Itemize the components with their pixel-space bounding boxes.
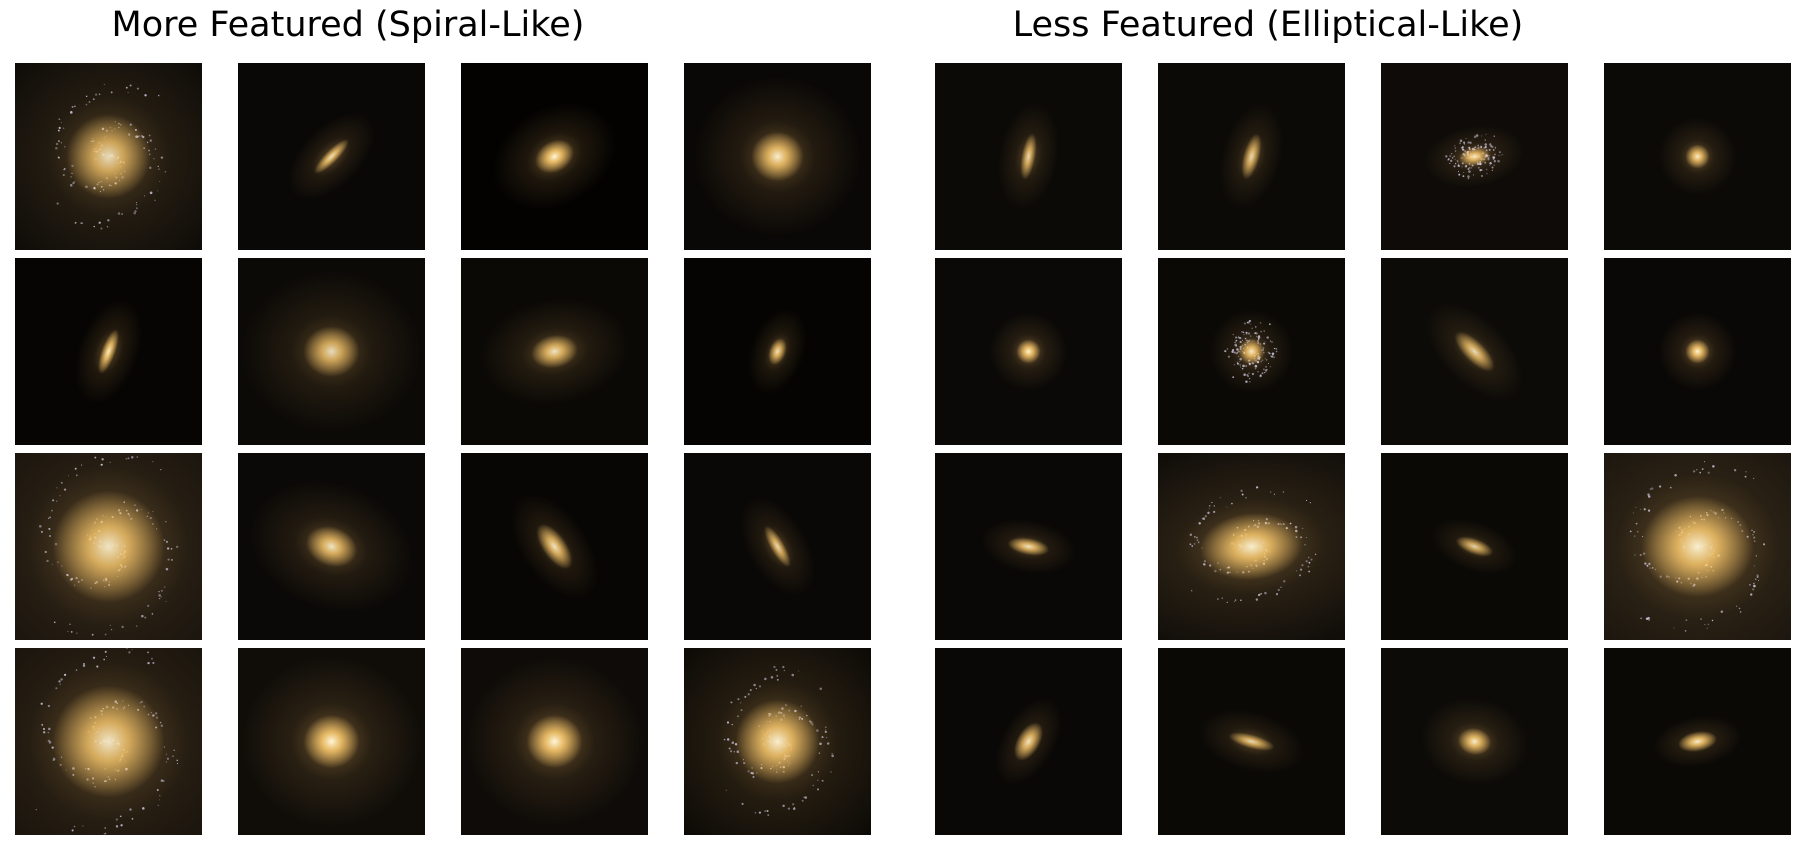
panel-title-less-featured: Less Featured (Elliptical-Like)	[1012, 5, 1524, 45]
galaxy-core	[751, 131, 804, 182]
galaxy-thumbnail	[461, 453, 648, 640]
galaxy-thumbnail	[1158, 453, 1345, 640]
galaxy-core	[1641, 496, 1754, 597]
galaxy-core	[1458, 146, 1491, 167]
galaxy-core	[52, 490, 165, 603]
galaxy-grid-less-featured	[935, 63, 1792, 835]
galaxy-thumbnail	[935, 453, 1122, 640]
galaxy-thumbnail	[1158, 648, 1345, 835]
galaxy-core	[1014, 722, 1043, 761]
galaxy-thumbnail	[684, 453, 871, 640]
galaxy-thumbnail	[1158, 258, 1345, 445]
galaxy-core	[1228, 732, 1275, 751]
galaxy-core	[768, 338, 787, 365]
galaxy-core	[764, 525, 791, 568]
galaxy-thumbnail	[1381, 648, 1568, 835]
galaxy-thumbnail	[15, 258, 202, 445]
galaxy-core	[535, 139, 574, 174]
galaxy-core	[735, 699, 820, 784]
galaxy-thumbnail	[1381, 453, 1568, 640]
galaxy-thumbnail	[1381, 63, 1568, 250]
galaxy-thumbnail	[238, 63, 425, 250]
galaxy-core	[52, 685, 165, 798]
galaxy-core	[1685, 339, 1710, 364]
galaxy-grid-more-featured	[15, 63, 872, 835]
galaxy-thumbnail	[1158, 63, 1345, 250]
galaxy-core	[1454, 331, 1495, 372]
spiral-arm-stars	[1224, 319, 1278, 384]
galaxy-core	[1678, 731, 1717, 752]
galaxy-thumbnail	[238, 453, 425, 640]
galaxy-thumbnail	[684, 63, 871, 250]
galaxy-thumbnail	[1604, 648, 1791, 835]
galaxy-core	[1238, 338, 1265, 365]
galaxy-thumbnail	[684, 648, 871, 835]
galaxy-thumbnail	[1604, 453, 1791, 640]
galaxy-core	[526, 714, 583, 769]
panel-title-more-featured: More Featured (Spiral-Like)	[111, 5, 585, 45]
galaxy-core	[303, 326, 360, 377]
galaxy-core	[531, 334, 578, 369]
galaxy-core	[536, 524, 573, 569]
galaxy-core	[98, 329, 119, 374]
galaxy-thumbnail	[1604, 63, 1791, 250]
galaxy-thumbnail	[15, 453, 202, 640]
galaxy-thumbnail	[684, 258, 871, 445]
galaxy-core	[314, 139, 349, 174]
galaxy-core	[305, 525, 358, 568]
galaxy-thumbnail	[935, 648, 1122, 835]
galaxy-core	[1241, 133, 1262, 180]
galaxy-thumbnail	[1381, 258, 1568, 445]
galaxy-core	[303, 714, 360, 769]
galaxy-thumbnail	[1604, 258, 1791, 445]
galaxy-thumbnail	[15, 63, 202, 250]
galaxy-core	[1020, 133, 1037, 180]
galaxy-thumbnail	[238, 258, 425, 445]
galaxy-thumbnail	[935, 258, 1122, 445]
galaxy-core	[66, 114, 151, 199]
galaxy-thumbnail	[15, 648, 202, 835]
galaxy-thumbnail	[238, 648, 425, 835]
galaxy-core	[1016, 339, 1041, 364]
galaxy-core	[1457, 727, 1492, 756]
galaxy-core	[1455, 536, 1494, 557]
galaxy-core	[1007, 537, 1050, 556]
galaxy-core	[1685, 144, 1710, 169]
galaxy-thumbnail	[461, 648, 648, 835]
galaxy-core	[1200, 512, 1303, 581]
galaxy-thumbnail	[461, 258, 648, 445]
galaxy-thumbnail	[935, 63, 1122, 250]
galaxy-thumbnail	[461, 63, 648, 250]
